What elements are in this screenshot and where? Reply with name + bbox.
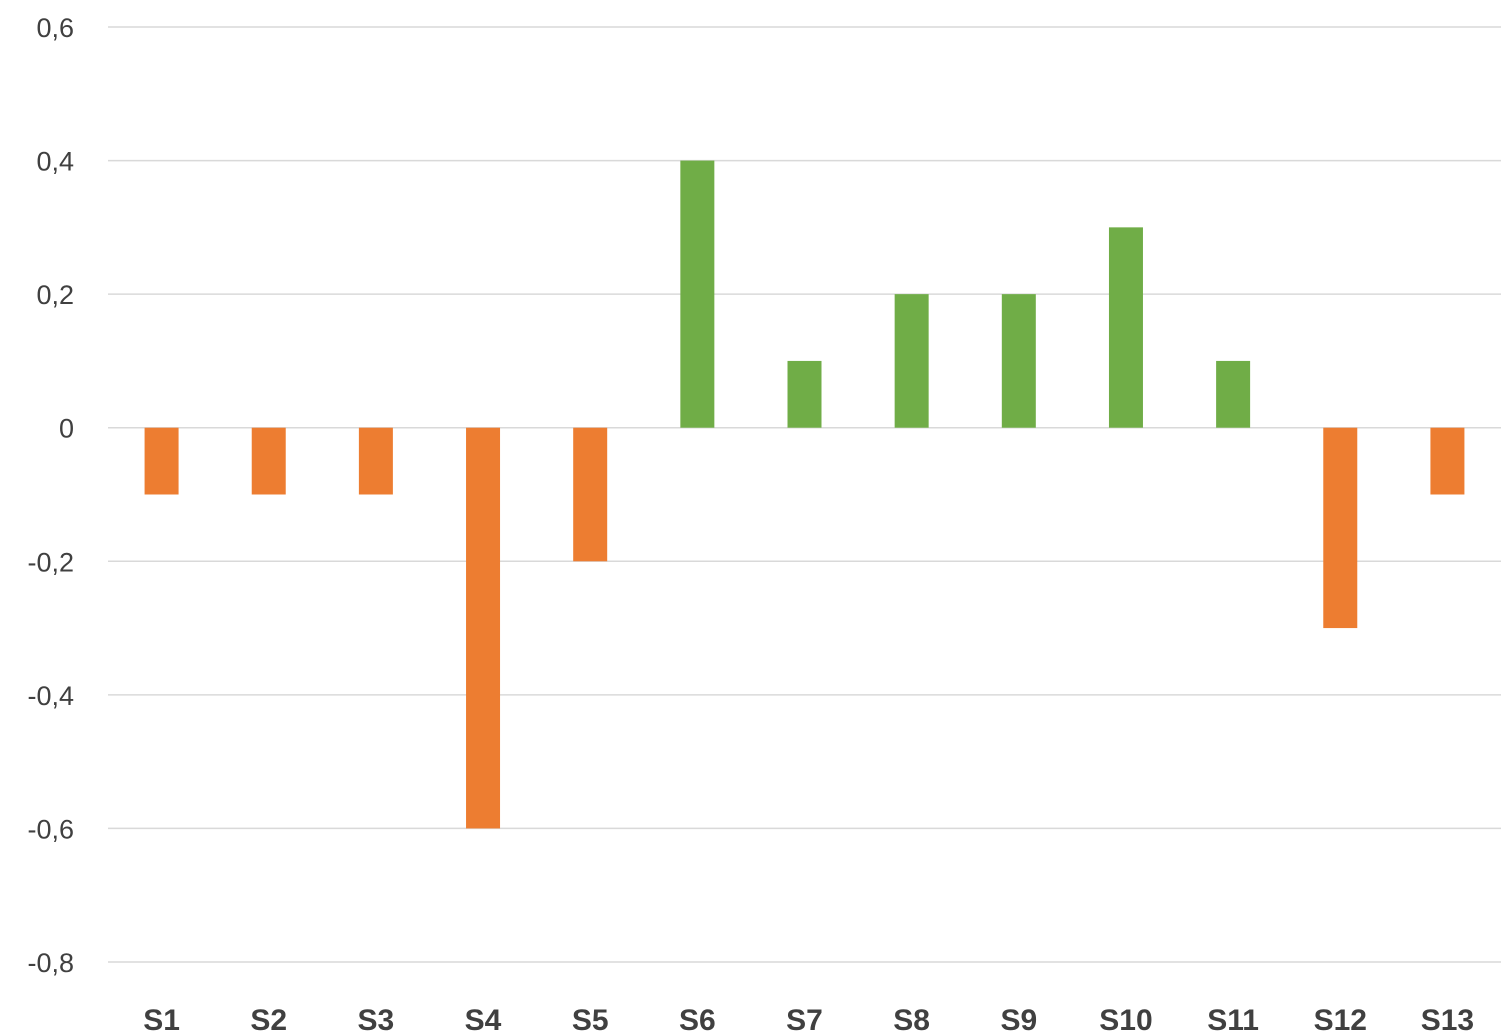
x-tick-label: S3 (358, 1004, 395, 1034)
bar-s1 (144, 427, 179, 495)
x-tick-label: S11 (1207, 1004, 1259, 1034)
gridlines (108, 26, 1501, 963)
x-tick-label: S5 (572, 1004, 609, 1034)
y-tick-label: 0,4 (36, 147, 74, 177)
bar-s8 (894, 294, 929, 428)
bars (144, 160, 1465, 829)
bar-s11 (1216, 360, 1251, 428)
x-tick-label: S9 (1000, 1004, 1037, 1034)
bar-s4 (466, 427, 501, 829)
y-tick-label: -0,8 (27, 948, 74, 978)
x-axis-tick-labels: S1 S2 S3 S4 S5 S6 S7 S8 S9 S10 S11 S12 S13 (143, 1004, 1474, 1034)
bar-s6 (680, 160, 715, 428)
y-tick-label: 0 (59, 414, 74, 444)
bar-s3 (358, 427, 393, 495)
bar-s12 (1323, 427, 1358, 629)
x-tick-label: S12 (1314, 1004, 1367, 1034)
x-tick-label: S1 (143, 1004, 180, 1034)
y-axis-tick-labels: 0,6 0,4 0,2 0 -0,2 -0,4 -0,6 -0,8 (27, 13, 74, 978)
x-tick-label: S6 (679, 1004, 716, 1034)
y-tick-label: 0,6 (36, 13, 74, 43)
bar-s2 (251, 427, 286, 495)
x-tick-label: S4 (465, 1004, 502, 1034)
x-tick-label: S7 (786, 1004, 823, 1034)
y-tick-label: 0,2 (36, 280, 74, 310)
x-tick-label: S10 (1099, 1004, 1152, 1034)
bar-s13 (1430, 427, 1465, 495)
y-tick-label: -0,2 (27, 547, 74, 577)
x-tick-label: S8 (893, 1004, 930, 1034)
bar-s10 (1108, 227, 1143, 428)
y-tick-label: -0,6 (27, 814, 74, 844)
x-tick-label: S13 (1421, 1004, 1474, 1034)
bar-s5 (573, 427, 608, 562)
bar-s7 (787, 360, 822, 428)
bar-s9 (1001, 294, 1036, 428)
x-tick-label: S2 (250, 1004, 287, 1034)
y-tick-label: -0,4 (27, 681, 74, 711)
